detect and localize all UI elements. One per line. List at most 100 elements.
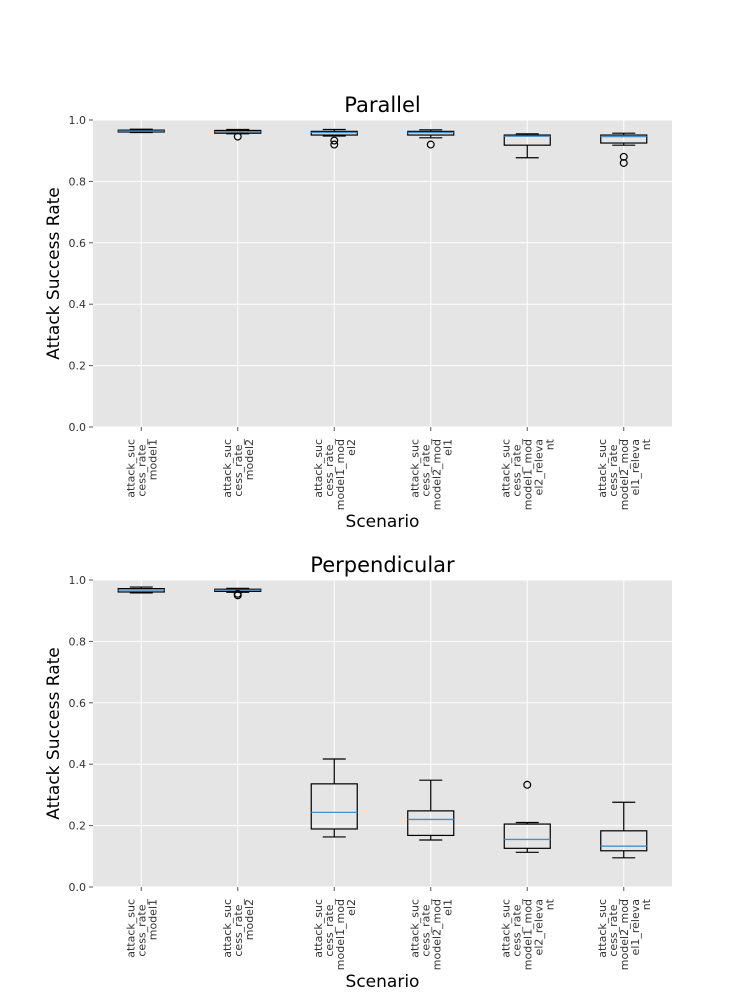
box-3 <box>310 758 358 838</box>
x-tick-label-line: el1 <box>441 899 454 916</box>
chart-title: Parallel <box>344 93 421 117</box>
y-tick-label: 0.4 <box>69 758 87 771</box>
x-tick-label: attack_success_rate_model2_model1 <box>408 899 454 971</box>
x-tick-label: attack_success_rate_model2 <box>221 439 256 498</box>
y-tick-label: 1.0 <box>69 574 87 587</box>
x-tick-label: attack_success_rate_model1 <box>124 899 159 958</box>
x-tick-label-line: attack_suc <box>124 899 137 958</box>
flier-point <box>523 780 532 789</box>
x-tick-label-line: cess_rate_ <box>419 899 432 957</box>
x-tick-label-line: cess_rate_ <box>232 439 245 497</box>
flier-point <box>619 158 628 167</box>
x-tick-label-line: model2 <box>243 439 256 480</box>
y-axis-label: Attack Success Rate <box>44 187 64 360</box>
x-tick-label: attack_success_rate_model1_model2 <box>312 899 358 971</box>
y-tick-label: 0.8 <box>69 175 87 188</box>
x-tick-label-line: attack_suc <box>312 899 325 958</box>
box-4 <box>407 779 455 841</box>
x-tick-label-line: nt <box>640 438 653 450</box>
x-tick-label-line: cess_rate_ <box>510 899 523 957</box>
x-tick-label: attack_success_rate_model1_model2 <box>312 439 358 511</box>
x-tick-label-line: cess_rate_ <box>510 439 523 497</box>
x-tick-label-line: cess_rate_ <box>323 899 336 957</box>
x-tick-label-line: attack_suc <box>596 439 609 498</box>
x-tick-label-line: nt <box>640 898 653 910</box>
box-3 <box>310 128 358 149</box>
box-6 <box>600 132 648 167</box>
x-tick-label-line: model1 <box>146 439 159 480</box>
x-tick-label-line: model2_mod <box>430 899 443 970</box>
y-tick-label: 0.6 <box>69 697 87 710</box>
box-2 <box>214 128 262 141</box>
flier-point <box>330 140 339 149</box>
x-tick-label-line: attack_suc <box>596 899 609 958</box>
y-axis-label: Attack Success Rate <box>44 647 64 820</box>
x-tick-label-line: el1 <box>441 439 454 456</box>
box-body <box>503 134 551 146</box>
box-5 <box>503 133 551 159</box>
x-tick-label-line: attack_suc <box>221 899 234 958</box>
box-1 <box>117 586 165 594</box>
box-body <box>600 134 648 144</box>
x-tick-label-line: el1_releva <box>629 439 642 495</box>
y-tick-label: 0.4 <box>69 298 87 311</box>
x-tick-label-line: attack_suc <box>499 899 512 958</box>
x-tick-label-line: attack_suc <box>408 899 421 958</box>
x-tick-label: attack_success_rate_model1 <box>124 439 159 498</box>
y-tick-label: 0.2 <box>69 820 87 833</box>
x-tick-label: attack_success_rate_model1_model2_releva… <box>499 438 556 510</box>
box-body <box>407 810 455 837</box>
x-axis-label: Scenario <box>346 972 420 992</box>
x-tick-label-line: model2_mod <box>430 439 443 510</box>
x-axis-label: Scenario <box>346 512 420 532</box>
y-tick-label: 0.8 <box>69 635 87 648</box>
y-tick-label: 0.2 <box>69 360 87 373</box>
x-tick-label-line: el2_releva <box>532 899 545 955</box>
x-tick-label-line: model1_mod <box>334 439 347 510</box>
flier-point <box>233 132 242 141</box>
x-tick-label-line: el2 <box>345 899 358 916</box>
x-tick-label-line: cess_rate_ <box>232 899 245 957</box>
flier-point <box>619 152 628 161</box>
x-tick-label-line: nt <box>543 438 556 450</box>
plot-area <box>93 120 672 427</box>
x-tick-label-line: model2_mod <box>618 899 631 970</box>
x-tick-label-line: cess_rate_ <box>323 439 336 497</box>
x-tick-label: attack_success_rate_model2_model1_releva… <box>596 438 653 510</box>
x-tick-label-line: attack_suc <box>221 439 234 498</box>
x-tick-label-line: el2 <box>345 439 358 456</box>
flier-point <box>330 136 339 145</box>
x-tick-label-line: cess_rate_ <box>607 899 620 957</box>
box-body <box>600 830 648 852</box>
flier-point <box>426 140 435 149</box>
box-5 <box>503 780 551 853</box>
flier-point <box>233 591 242 600</box>
x-tick-label-line: cess_rate_ <box>135 899 148 957</box>
box-2 <box>214 587 262 600</box>
y-tick-label: 0.0 <box>69 881 87 894</box>
chart-title: Perpendicular <box>310 553 455 577</box>
x-tick-label: attack_success_rate_model1_model2_releva… <box>499 898 556 970</box>
x-tick-label-line: nt <box>543 898 556 910</box>
x-tick-label-line: cess_rate_ <box>419 439 432 497</box>
x-tick-label-line: attack_suc <box>124 439 137 498</box>
x-tick-label-line: cess_rate_ <box>135 439 148 497</box>
panel-2: 0.00.20.40.60.81.0attack_success_rate_mo… <box>44 553 672 992</box>
x-tick-label-line: cess_rate_ <box>607 439 620 497</box>
x-tick-label-line: model2 <box>243 899 256 940</box>
plot-area <box>93 580 672 887</box>
x-tick-label-line: attack_suc <box>499 439 512 498</box>
x-tick-label-line: model1_mod <box>334 899 347 970</box>
x-tick-label-line: model1 <box>146 899 159 940</box>
box-4 <box>407 129 455 149</box>
x-tick-label-line: model1_mod <box>521 899 534 970</box>
y-tick-label: 0.0 <box>69 421 87 434</box>
x-tick-label: attack_success_rate_model2 <box>221 899 256 958</box>
box-body <box>310 783 358 830</box>
x-tick-label-line: model1_mod <box>521 439 534 510</box>
panel-1: 0.00.20.40.60.81.0attack_success_rate_mo… <box>44 93 672 532</box>
y-tick-label: 1.0 <box>69 114 87 127</box>
box-1 <box>117 128 165 134</box>
x-tick-label-line: el1_releva <box>629 899 642 955</box>
